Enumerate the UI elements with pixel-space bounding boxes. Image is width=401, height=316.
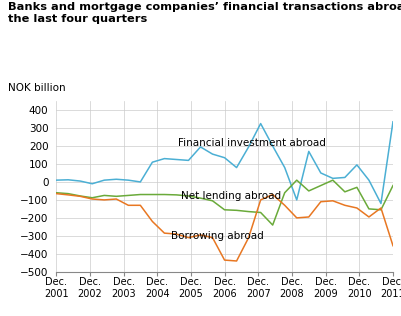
Text: the last four quarters: the last four quarters [8,14,147,24]
Text: NOK billion: NOK billion [8,83,66,93]
Text: Borrowing abroad: Borrowing abroad [172,231,264,241]
Text: Financial investment abroad: Financial investment abroad [178,138,326,148]
Text: Banks and mortgage companies’ financial transactions abroad over: Banks and mortgage companies’ financial … [8,2,401,12]
Text: Net lending abroad: Net lending abroad [181,191,282,201]
